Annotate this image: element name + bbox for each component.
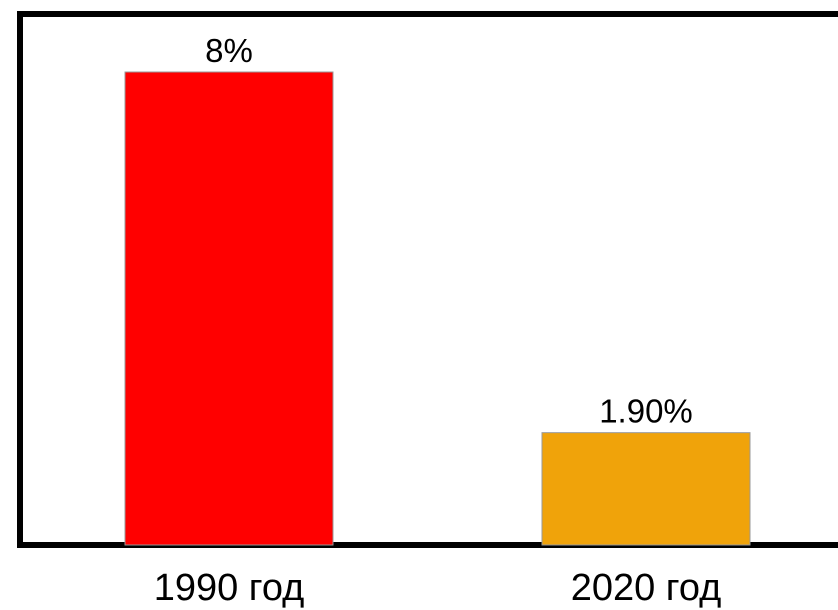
bar-1 bbox=[124, 71, 334, 546]
data-label-1: 8% bbox=[205, 32, 253, 69]
x-tick-label-2: 2020 год bbox=[571, 567, 722, 609]
data-label-2: 1.90% bbox=[599, 393, 693, 430]
bar-2 bbox=[541, 432, 751, 546]
bars-layer bbox=[124, 71, 751, 546]
labels-layer: 8% 1990 год 1.90% 2020 год bbox=[154, 32, 722, 609]
x-tick-label-1: 1990 год bbox=[154, 567, 305, 609]
